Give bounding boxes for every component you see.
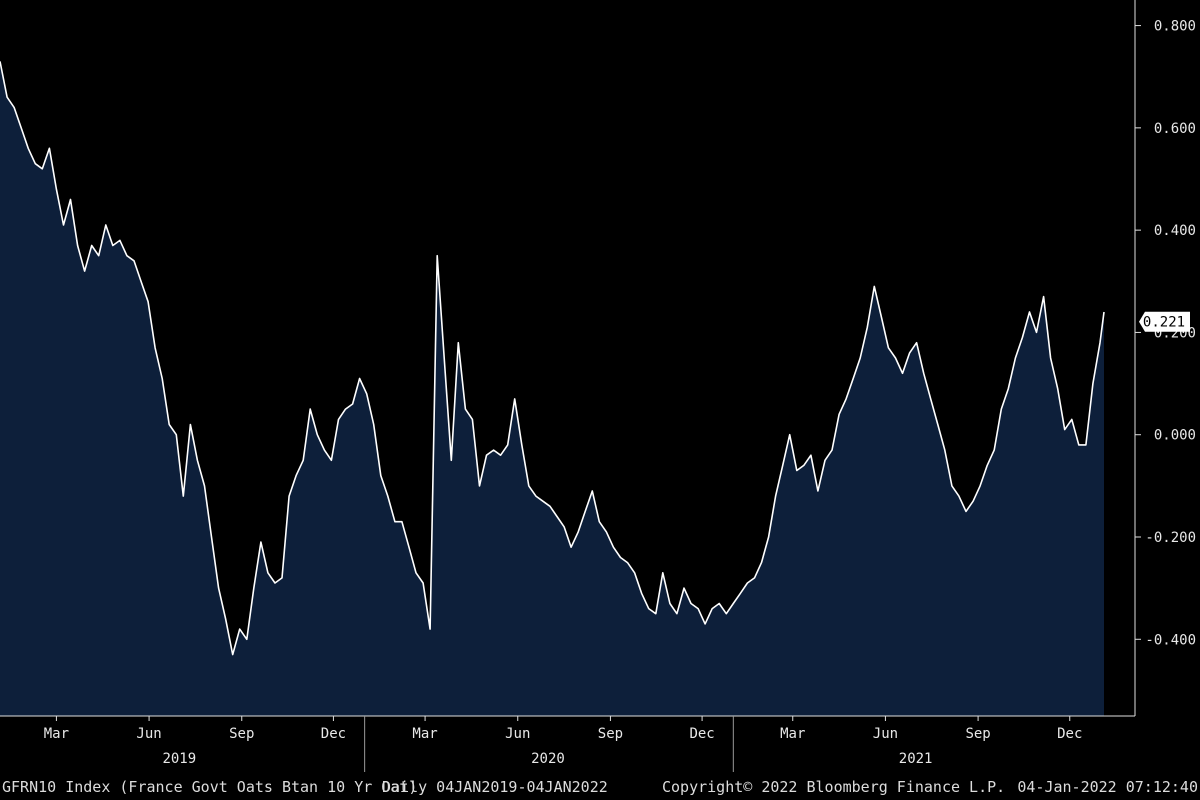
x-tick-label: Dec (689, 726, 714, 742)
security-description: GFRN10 Index (France Govt Oats Btan 10 Y… (2, 778, 418, 796)
date-range: Daily 04JAN2019-04JAN2022 (382, 778, 608, 796)
x-year-label: 2021 (899, 751, 933, 767)
y-tick-label: 0.000 (1154, 428, 1196, 444)
y-tick-label: 0.800 (1154, 19, 1196, 35)
x-tick-label: Jun (873, 726, 898, 742)
x-tick-label: Mar (412, 726, 437, 742)
series-area (0, 61, 1104, 716)
x-tick-label: Mar (44, 726, 69, 742)
y-tick-label: 0.600 (1154, 121, 1196, 137)
axes-layer (0, 0, 1136, 717)
x-tick-label: Jun (136, 726, 161, 742)
x-tick-label: Dec (1057, 726, 1082, 742)
x-tick-label: Sep (598, 726, 623, 742)
area-layer (0, 61, 1104, 716)
last-value-box (1139, 311, 1190, 332)
line-layer (0, 61, 1105, 656)
timestamp: 04-Jan-2022 07:12:40 (1017, 778, 1198, 796)
x-tick-label: Mar (780, 726, 805, 742)
last-value-label: 0.221 (1143, 315, 1185, 331)
series-line (0, 61, 1105, 656)
x-year-label: 2020 (531, 751, 565, 767)
x-tick-label: Sep (229, 726, 254, 742)
x-tick-label: Dec (321, 726, 346, 742)
x-axis-ticks: Mar Jun Sep Dec Mar Jun Sep Dec Mar Jun Sep Dec 2019… (44, 716, 1082, 772)
last-value-marker: 0.221 (1139, 311, 1190, 332)
x-year-label: 2019 (162, 751, 196, 767)
y-tick-label: -0.400 (1145, 632, 1196, 648)
copyright-notice: Copyright© 2022 Bloomberg Finance L.P. (662, 778, 1006, 796)
x-tick-label: Sep (965, 726, 990, 742)
y-tick-label: 0.400 (1154, 223, 1196, 239)
y-tick-label: -0.200 (1145, 530, 1196, 546)
x-tick-label: Jun (505, 726, 530, 742)
footer-bar: GFRN10 Index (France Govt Oats Btan 10 Y… (0, 776, 1200, 800)
